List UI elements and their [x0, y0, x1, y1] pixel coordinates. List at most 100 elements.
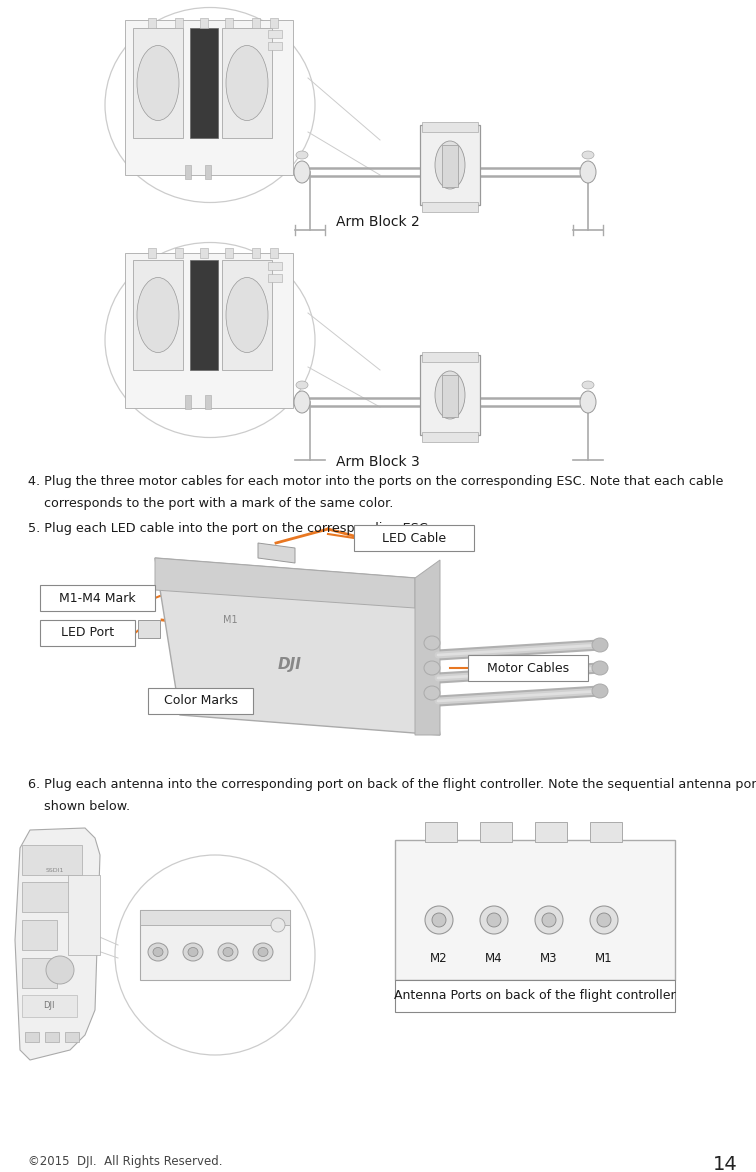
Ellipse shape	[226, 46, 268, 121]
FancyBboxPatch shape	[148, 688, 253, 714]
Ellipse shape	[105, 7, 315, 203]
Text: 6. Plug each antenna into the corresponding port on back of the flight controlle: 6. Plug each antenna into the correspond…	[28, 778, 756, 791]
Polygon shape	[155, 558, 440, 735]
Text: M1: M1	[223, 615, 237, 625]
Bar	[200, 248, 208, 258]
Bar	[422, 122, 478, 132]
Text: M1-M4 Mark: M1-M4 Mark	[59, 592, 136, 605]
Ellipse shape	[432, 913, 446, 927]
Bar	[175, 248, 183, 258]
Ellipse shape	[582, 381, 594, 389]
Bar	[185, 165, 191, 179]
Bar	[148, 18, 156, 28]
Bar	[442, 145, 458, 188]
Bar	[125, 253, 293, 408]
Ellipse shape	[535, 906, 563, 934]
Text: Arm Block 2: Arm Block 2	[336, 214, 420, 229]
Bar	[65, 1033, 79, 1042]
Text: ©2015  DJI.  All Rights Reserved.: ©2015 DJI. All Rights Reserved.	[28, 1154, 222, 1168]
Ellipse shape	[294, 161, 310, 183]
Ellipse shape	[183, 943, 203, 961]
Ellipse shape	[46, 956, 74, 984]
Ellipse shape	[580, 391, 596, 413]
Bar	[480, 822, 512, 841]
Ellipse shape	[105, 243, 315, 437]
Text: Motor Cables: Motor Cables	[487, 661, 569, 675]
Ellipse shape	[597, 913, 611, 927]
Ellipse shape	[424, 661, 440, 675]
Ellipse shape	[223, 947, 233, 956]
Ellipse shape	[592, 661, 608, 675]
Ellipse shape	[218, 943, 238, 961]
Bar	[45, 1033, 59, 1042]
Bar	[268, 274, 282, 282]
Text: M3: M3	[541, 952, 558, 965]
FancyBboxPatch shape	[354, 525, 474, 551]
Text: 14: 14	[713, 1154, 737, 1172]
Bar	[535, 822, 567, 841]
Ellipse shape	[424, 636, 440, 650]
Text: M2: M2	[430, 952, 448, 965]
Bar	[420, 355, 480, 435]
Bar	[225, 248, 233, 258]
Text: 5. Plug each LED cable into the port on the corresponding ESC.: 5. Plug each LED cable into the port on …	[28, 522, 432, 534]
Ellipse shape	[542, 913, 556, 927]
Ellipse shape	[592, 684, 608, 699]
Polygon shape	[258, 543, 295, 563]
Bar	[268, 263, 282, 270]
Ellipse shape	[253, 943, 273, 961]
Bar	[22, 920, 57, 950]
Ellipse shape	[425, 906, 453, 934]
Text: LED Cable: LED Cable	[382, 531, 446, 545]
Bar	[270, 248, 278, 258]
Polygon shape	[415, 560, 440, 735]
Text: 4. Plug the three motor cables for each motor into the ports on the correspondin: 4. Plug the three motor cables for each …	[28, 475, 723, 488]
Bar	[22, 995, 77, 1017]
Bar	[133, 260, 183, 370]
Bar	[140, 909, 290, 925]
Polygon shape	[155, 558, 415, 608]
Ellipse shape	[226, 278, 268, 353]
Ellipse shape	[590, 906, 618, 934]
Bar	[205, 395, 211, 409]
Ellipse shape	[148, 943, 168, 961]
Ellipse shape	[294, 391, 310, 413]
Bar	[268, 42, 282, 50]
Text: DJI: DJI	[278, 657, 302, 673]
Ellipse shape	[480, 906, 508, 934]
Ellipse shape	[296, 381, 308, 389]
Ellipse shape	[435, 141, 465, 189]
Ellipse shape	[296, 151, 308, 159]
Ellipse shape	[137, 46, 179, 121]
Bar	[138, 620, 160, 638]
FancyBboxPatch shape	[40, 620, 135, 646]
Text: SSDI1: SSDI1	[46, 867, 64, 872]
Bar	[185, 395, 191, 409]
Text: Color Marks: Color Marks	[163, 695, 237, 708]
Ellipse shape	[115, 856, 315, 1055]
Bar	[225, 18, 233, 28]
FancyBboxPatch shape	[468, 655, 588, 681]
Bar	[125, 20, 293, 175]
Text: Antenna Ports on back of the flight controller: Antenna Ports on back of the flight cont…	[394, 989, 676, 1002]
Ellipse shape	[258, 947, 268, 956]
Bar	[205, 165, 211, 179]
Ellipse shape	[582, 151, 594, 159]
Ellipse shape	[424, 686, 440, 700]
Bar	[140, 909, 290, 980]
Ellipse shape	[487, 913, 501, 927]
Bar	[422, 432, 478, 442]
Ellipse shape	[580, 161, 596, 183]
Bar	[133, 28, 183, 138]
Bar	[422, 202, 478, 212]
Bar	[268, 30, 282, 38]
Polygon shape	[15, 827, 100, 1059]
Ellipse shape	[153, 947, 163, 956]
Bar	[590, 822, 622, 841]
Bar	[222, 28, 272, 138]
Text: Arm Block 3: Arm Block 3	[336, 455, 420, 469]
Bar	[190, 28, 218, 138]
Bar	[270, 18, 278, 28]
FancyBboxPatch shape	[40, 585, 155, 611]
Bar	[252, 18, 260, 28]
